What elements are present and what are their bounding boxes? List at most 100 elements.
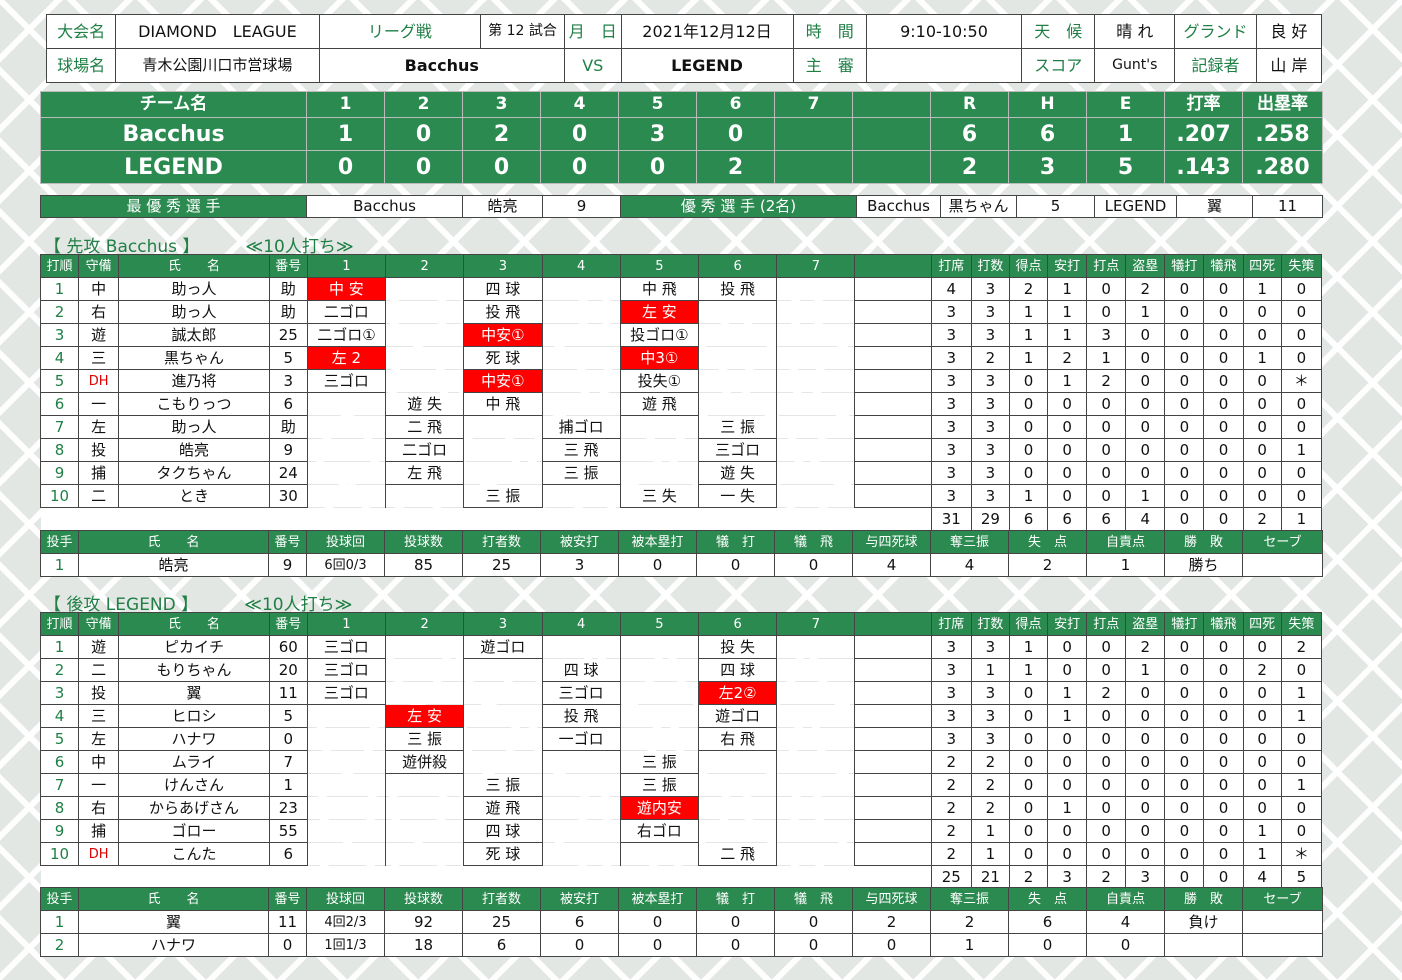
- batting-order: 1: [39, 277, 80, 301]
- batting-header: 安打: [1047, 612, 1088, 636]
- batter-stat: 0: [1242, 727, 1282, 751]
- uniform-number: 6: [268, 842, 308, 866]
- batter-stat: 0: [1086, 415, 1127, 439]
- batting-header: 打順: [39, 254, 80, 278]
- game-number: 第 12 試合: [480, 14, 565, 49]
- player-name: 進乃将: [118, 369, 270, 393]
- batter-stat: 0: [1125, 681, 1166, 705]
- batter-stat: 1: [1008, 346, 1049, 370]
- total-stat: 0: [1164, 507, 1205, 531]
- batter-stat: 1: [1047, 681, 1088, 705]
- batting-order: 10: [39, 842, 80, 866]
- batter-stat: 0: [1203, 369, 1244, 393]
- batter-stat: 0: [1008, 750, 1049, 774]
- player-name: もりちゃん: [118, 658, 270, 682]
- total-stat: 0: [1203, 865, 1244, 889]
- player-name: からあげさん: [118, 796, 270, 820]
- excellent-2-number: 11: [1252, 195, 1323, 218]
- stats-spacer: [854, 323, 932, 347]
- batting-header: 2: [385, 612, 465, 636]
- batting-order: 5: [39, 727, 80, 751]
- batter-stat: 0: [1164, 773, 1205, 797]
- player-name: 皓亮: [118, 438, 270, 462]
- batter-stat: 1: [1008, 635, 1049, 659]
- batter-row: 4 三ヒロシ 5 左 安投 飛遊ゴロ 3 3 0 1 0 0 0 0 0 1: [39, 704, 1323, 728]
- awards-table: 最 優 秀 選 手 Bacchus 皓亮 9 優 秀 選 手 (2名) Bacc…: [40, 195, 1323, 218]
- excellent-2-team: LEGEND: [1094, 195, 1177, 218]
- batter-stat: 0: [1047, 484, 1088, 508]
- batting-header: 得点: [1008, 612, 1049, 636]
- at-bat-result: [306, 796, 387, 820]
- excellent-1-team: Bacchus: [856, 195, 941, 218]
- inning-runs: [774, 117, 853, 151]
- batter-stat: 0: [1125, 727, 1166, 751]
- batting-header: 6: [697, 254, 778, 278]
- at-bat-result: 三 振: [619, 750, 699, 774]
- batter-stat: 0: [1203, 796, 1244, 820]
- pitcher-bb: 4: [852, 553, 931, 577]
- batting-order: 2: [39, 300, 80, 324]
- scorer-value: Gunt's: [1094, 48, 1176, 83]
- inning-runs: 3: [618, 117, 697, 151]
- batter-stat: 0: [1242, 773, 1282, 797]
- batting-header: 犠打: [1164, 254, 1205, 278]
- at-bat-result: [385, 277, 465, 301]
- batting-order: 3: [39, 681, 80, 705]
- at-bat-result: [697, 346, 778, 370]
- at-bat-result: 三ゴロ: [306, 681, 387, 705]
- at-bat-result: [697, 323, 778, 347]
- pitching-header: 犠 打: [696, 530, 775, 554]
- total-stat: 6: [1047, 507, 1088, 531]
- batter-stat: 1: [1047, 323, 1088, 347]
- at-bat-result: 三 振: [697, 415, 778, 439]
- at-bat-result: 遊ゴロ: [463, 635, 543, 659]
- batting-order: 7: [39, 415, 80, 439]
- batter-stat: 3: [970, 300, 1010, 324]
- second-team-note: ≪10人打ち≫: [244, 595, 353, 615]
- player-name: 翼: [118, 681, 270, 705]
- batter-stat: 0: [1008, 392, 1049, 416]
- stats-spacer: [854, 461, 932, 485]
- total-stat: 3: [1047, 865, 1088, 889]
- pitcher-np: 85: [384, 553, 463, 577]
- at-bat-result: 三ゴロ: [697, 438, 778, 462]
- position: 右: [78, 796, 120, 820]
- second-team-section-title: 【 後攻 LEGEND 】 ≪10人打ち≫: [44, 590, 398, 615]
- stats-spacer: [854, 658, 932, 682]
- position: 左: [78, 415, 120, 439]
- batter-stat: 0: [1164, 438, 1205, 462]
- batter-stat: 0: [1008, 842, 1049, 866]
- batter-stat: 1: [1280, 704, 1323, 728]
- batter-stat: 2: [1047, 346, 1088, 370]
- batter-stat: 0: [1125, 369, 1166, 393]
- batter-stat: 3: [970, 392, 1010, 416]
- batter-stat: 1: [1242, 819, 1282, 843]
- at-bat-result: [697, 819, 778, 843]
- excellent-2-name: 翼: [1176, 195, 1253, 218]
- at-bat-result: 中 安: [306, 277, 387, 301]
- batter-stat: 0: [1280, 750, 1323, 774]
- at-bat-result: 投 失: [697, 635, 778, 659]
- batter-stat: 3: [970, 438, 1010, 462]
- at-bat-result: [776, 415, 856, 439]
- team-avg: .143: [1164, 150, 1243, 184]
- pitching-header: 犠 飛: [774, 887, 853, 911]
- uniform-number: 5: [268, 704, 308, 728]
- total-stat: 4: [1125, 507, 1166, 531]
- batter-stat: 1: [1242, 842, 1282, 866]
- at-bat-result: [463, 658, 543, 682]
- position: 右: [78, 300, 120, 324]
- position: 左: [78, 727, 120, 751]
- pitching-header: 投球回: [306, 530, 385, 554]
- at-bat-result: [306, 461, 387, 485]
- batter-stat: 0: [1086, 277, 1127, 301]
- batting-header: 5: [619, 612, 699, 636]
- batter-stat: 0: [1242, 635, 1282, 659]
- batter-stat: 3: [970, 484, 1010, 508]
- at-bat-result: [619, 461, 699, 485]
- at-bat-result: 遊併殺: [385, 750, 465, 774]
- uniform-number: 30: [268, 484, 308, 508]
- batter-stat: 3: [930, 323, 972, 347]
- uniform-number: 1: [268, 773, 308, 797]
- inning-runs: 0: [696, 117, 775, 151]
